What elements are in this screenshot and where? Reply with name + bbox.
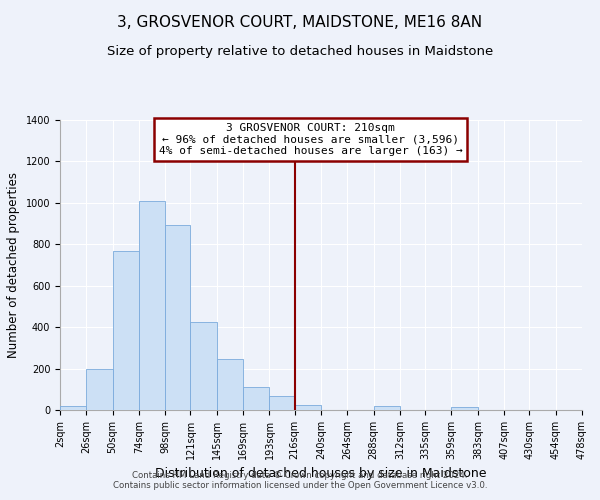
X-axis label: Distribution of detached houses by size in Maidstone: Distribution of detached houses by size … xyxy=(155,468,487,480)
Text: 3 GROSVENOR COURT: 210sqm
← 96% of detached houses are smaller (3,596)
4% of sem: 3 GROSVENOR COURT: 210sqm ← 96% of detac… xyxy=(158,123,463,156)
Bar xyxy=(451,407,478,410)
Bar xyxy=(113,250,139,410)
Text: Contains HM Land Registry data © Crown copyright and database right 2024.
Contai: Contains HM Land Registry data © Crown c… xyxy=(113,470,487,490)
Bar xyxy=(139,201,165,410)
Bar xyxy=(243,387,269,410)
Bar xyxy=(269,396,295,410)
Bar xyxy=(295,405,321,410)
Text: 3, GROSVENOR COURT, MAIDSTONE, ME16 8AN: 3, GROSVENOR COURT, MAIDSTONE, ME16 8AN xyxy=(118,15,482,30)
Text: Size of property relative to detached houses in Maidstone: Size of property relative to detached ho… xyxy=(107,45,493,58)
Bar xyxy=(374,406,400,410)
Bar xyxy=(60,406,86,410)
Bar xyxy=(86,368,113,410)
Y-axis label: Number of detached properties: Number of detached properties xyxy=(7,172,20,358)
Bar xyxy=(165,224,190,410)
Bar xyxy=(190,322,217,410)
Bar xyxy=(217,359,243,410)
